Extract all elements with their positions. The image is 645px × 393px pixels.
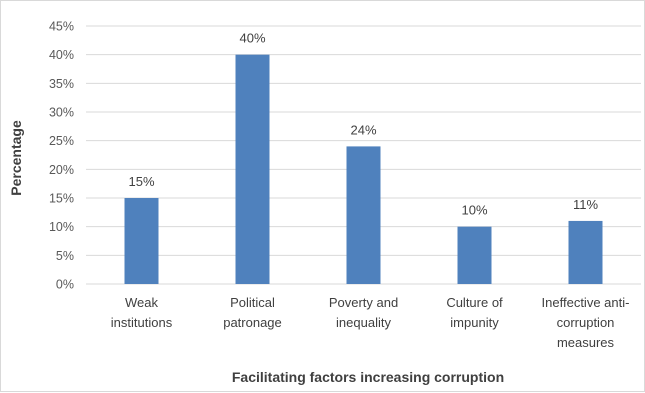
data-label: 40% bbox=[239, 31, 265, 46]
x-category-label-line: Weak bbox=[125, 295, 158, 310]
x-category-label-line: impunity bbox=[450, 315, 499, 330]
x-category-label: Weak institutions bbox=[111, 295, 173, 330]
y-tick-labels: 0% 5% 10% 15% 20% 25% 30% 35% 40% 45% bbox=[49, 20, 74, 292]
y-tick-label: 15% bbox=[49, 192, 74, 206]
x-axis-title: Facilitating factors increasing corrupti… bbox=[232, 369, 504, 385]
x-category-label-line: measures bbox=[557, 335, 615, 350]
bars bbox=[124, 54, 603, 284]
x-category-label-line: patronage bbox=[223, 315, 282, 330]
data-labels: 15% 40% 24% 10% 11% bbox=[128, 31, 598, 218]
x-category-label-line: Poverty and bbox=[329, 295, 398, 310]
x-category-label-line: Ineffective anti- bbox=[542, 295, 630, 310]
x-category-label: Ineffective anti-corruption measures bbox=[542, 295, 630, 350]
x-category-label: Poverty and inequality bbox=[329, 295, 398, 330]
data-label: 15% bbox=[128, 174, 154, 189]
y-tick-label: 35% bbox=[49, 77, 74, 91]
x-category-labels: Weak institutions Political patronage Povert… bbox=[111, 295, 630, 350]
y-tick-label: 30% bbox=[49, 106, 74, 120]
y-tick-label: 40% bbox=[49, 48, 74, 62]
y-tick-label: 25% bbox=[49, 134, 74, 148]
y-tick-label: 45% bbox=[49, 20, 74, 34]
x-category-label-line: inequality bbox=[336, 315, 391, 330]
x-category-label-line: Culture of bbox=[446, 295, 503, 310]
y-tick-label: 10% bbox=[49, 220, 74, 234]
y-axis-title: Percentage bbox=[8, 120, 24, 196]
bar bbox=[235, 54, 270, 284]
x-category-label-line: Political bbox=[230, 295, 275, 310]
data-label: 24% bbox=[350, 122, 376, 137]
bar bbox=[346, 146, 381, 284]
y-tick-label: 20% bbox=[49, 163, 74, 177]
data-label: 11% bbox=[573, 197, 598, 212]
data-label: 10% bbox=[461, 203, 487, 218]
x-category-label: Culture of impunity bbox=[446, 295, 503, 330]
bar bbox=[124, 198, 159, 284]
x-category-label: Political patronage bbox=[223, 295, 282, 330]
x-category-label-line: corruption bbox=[557, 315, 615, 330]
y-tick-label: 0% bbox=[56, 278, 74, 292]
y-tick-label: 5% bbox=[56, 249, 74, 263]
bar bbox=[457, 226, 492, 284]
bar bbox=[568, 220, 603, 284]
x-category-label-line: institutions bbox=[111, 315, 173, 330]
